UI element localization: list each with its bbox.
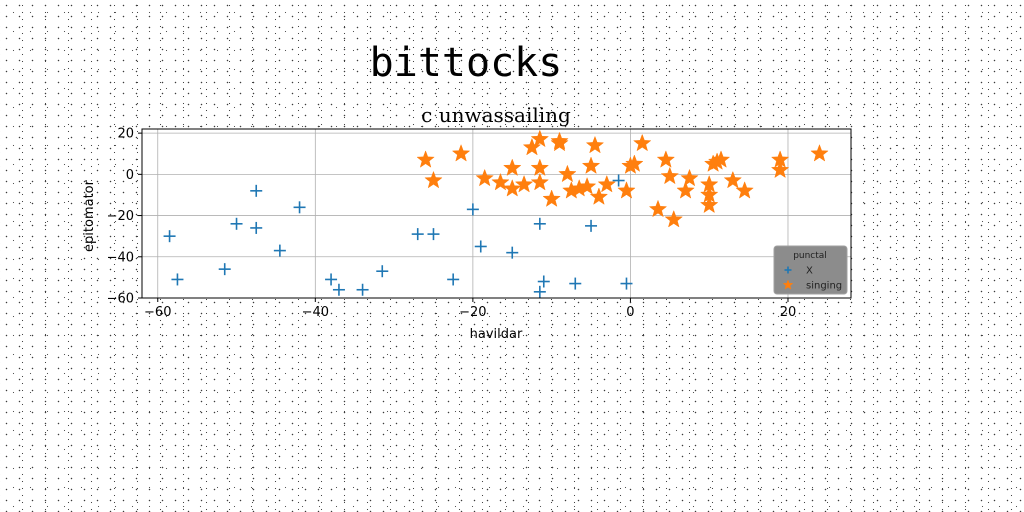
- data-point-star: [711, 150, 731, 168]
- data-point-plus: [163, 230, 176, 243]
- legend-label: X: [806, 266, 813, 277]
- data-point-plus: [171, 273, 184, 286]
- plot-background: [142, 129, 851, 298]
- data-point-star: [735, 181, 754, 199]
- data-point-star: [530, 129, 550, 148]
- data-point-plus: [506, 246, 519, 259]
- data-point-plus: [569, 277, 582, 290]
- data-point-plus: [612, 174, 625, 187]
- data-point-star: [530, 172, 550, 191]
- data-point-plus: [332, 283, 345, 296]
- data-point-star: [514, 174, 534, 193]
- plot-area: [141, 128, 852, 299]
- series-1: [416, 129, 829, 228]
- data-point-star: [585, 135, 605, 154]
- y-tick-label: 0: [126, 168, 134, 183]
- x-axis: −60 −40 −20 0 20: [144, 298, 796, 320]
- y-axis-label: epitomator: [82, 179, 97, 252]
- data-point-plus: [325, 273, 338, 286]
- y-axis: −60 −40 −20 0 20: [107, 127, 142, 307]
- data-point-plus: [230, 217, 243, 230]
- data-point-plus: [537, 275, 550, 288]
- legend-label: singing: [806, 281, 842, 292]
- legend-marker: [782, 279, 794, 290]
- x-tick-label: −60: [144, 305, 171, 320]
- data-point-star: [491, 172, 510, 191]
- data-point-star: [577, 176, 597, 195]
- legend-marker: [784, 266, 792, 274]
- data-point-plus: [533, 217, 546, 230]
- data-point-star: [503, 158, 522, 177]
- data-point-plus: [474, 240, 487, 253]
- data-point-plus: [250, 184, 263, 197]
- data-point-star: [680, 168, 699, 187]
- data-point-plus: [356, 283, 369, 296]
- data-point-star: [770, 160, 790, 179]
- data-point-star: [416, 150, 435, 168]
- series-0: [163, 174, 633, 298]
- y-tick-label: 20: [117, 127, 134, 142]
- data-point-star: [660, 166, 680, 185]
- x-tick-label: 0: [626, 305, 634, 320]
- data-point-plus: [466, 203, 479, 216]
- data-point-star: [530, 158, 550, 177]
- data-point-star: [699, 195, 719, 214]
- data-point-star: [625, 154, 644, 172]
- x-tick-label: −20: [459, 305, 486, 320]
- data-point-star: [503, 179, 522, 197]
- data-point-star: [617, 181, 636, 199]
- data-point-star: [550, 133, 569, 152]
- data-point-star: [542, 189, 561, 207]
- data-point-star: [648, 199, 668, 218]
- data-point-plus: [376, 265, 389, 278]
- legend-entry: singing: [782, 279, 842, 292]
- data-point-plus: [447, 273, 460, 286]
- data-point-star: [676, 181, 695, 199]
- data-point-star: [810, 144, 829, 162]
- data-point-plus: [620, 277, 633, 290]
- legend-title: punctal: [793, 251, 827, 261]
- data-point-star: [664, 209, 683, 228]
- data-point-star: [522, 137, 542, 156]
- y-tick-label: −60: [107, 292, 134, 307]
- data-point-plus: [585, 219, 598, 232]
- data-point-star: [451, 144, 471, 162]
- data-point-star: [475, 168, 494, 187]
- data-point-plus: [273, 244, 286, 257]
- data-point-plus: [218, 263, 231, 276]
- data-point-star: [424, 170, 443, 189]
- legend-entry: X: [784, 266, 813, 277]
- x-tick-label: 20: [780, 305, 797, 320]
- data-point-plus: [533, 285, 546, 298]
- data-point-plus: [293, 201, 306, 214]
- data-point-plus: [250, 221, 263, 234]
- legend-box: [773, 245, 848, 295]
- x-axis-label: havildar: [470, 327, 523, 342]
- plot-frame: [141, 128, 852, 299]
- data-point-star: [633, 133, 652, 152]
- data-point-star: [558, 164, 577, 183]
- data-point-plus: [427, 228, 440, 241]
- y-tick-label: −20: [107, 209, 134, 224]
- data-point-star: [723, 170, 743, 189]
- data-point-plus: [411, 228, 424, 241]
- data-point-star: [589, 187, 609, 205]
- y-tick-label: −40: [107, 250, 134, 265]
- chart-title: c unwassailing: [421, 103, 571, 127]
- data-point-star: [656, 150, 676, 168]
- data-point-star: [597, 174, 617, 193]
- suptitle: bittocks: [370, 40, 563, 86]
- data-point-star: [581, 156, 601, 174]
- series-layer: [163, 129, 829, 298]
- x-tick-label: −40: [302, 305, 329, 320]
